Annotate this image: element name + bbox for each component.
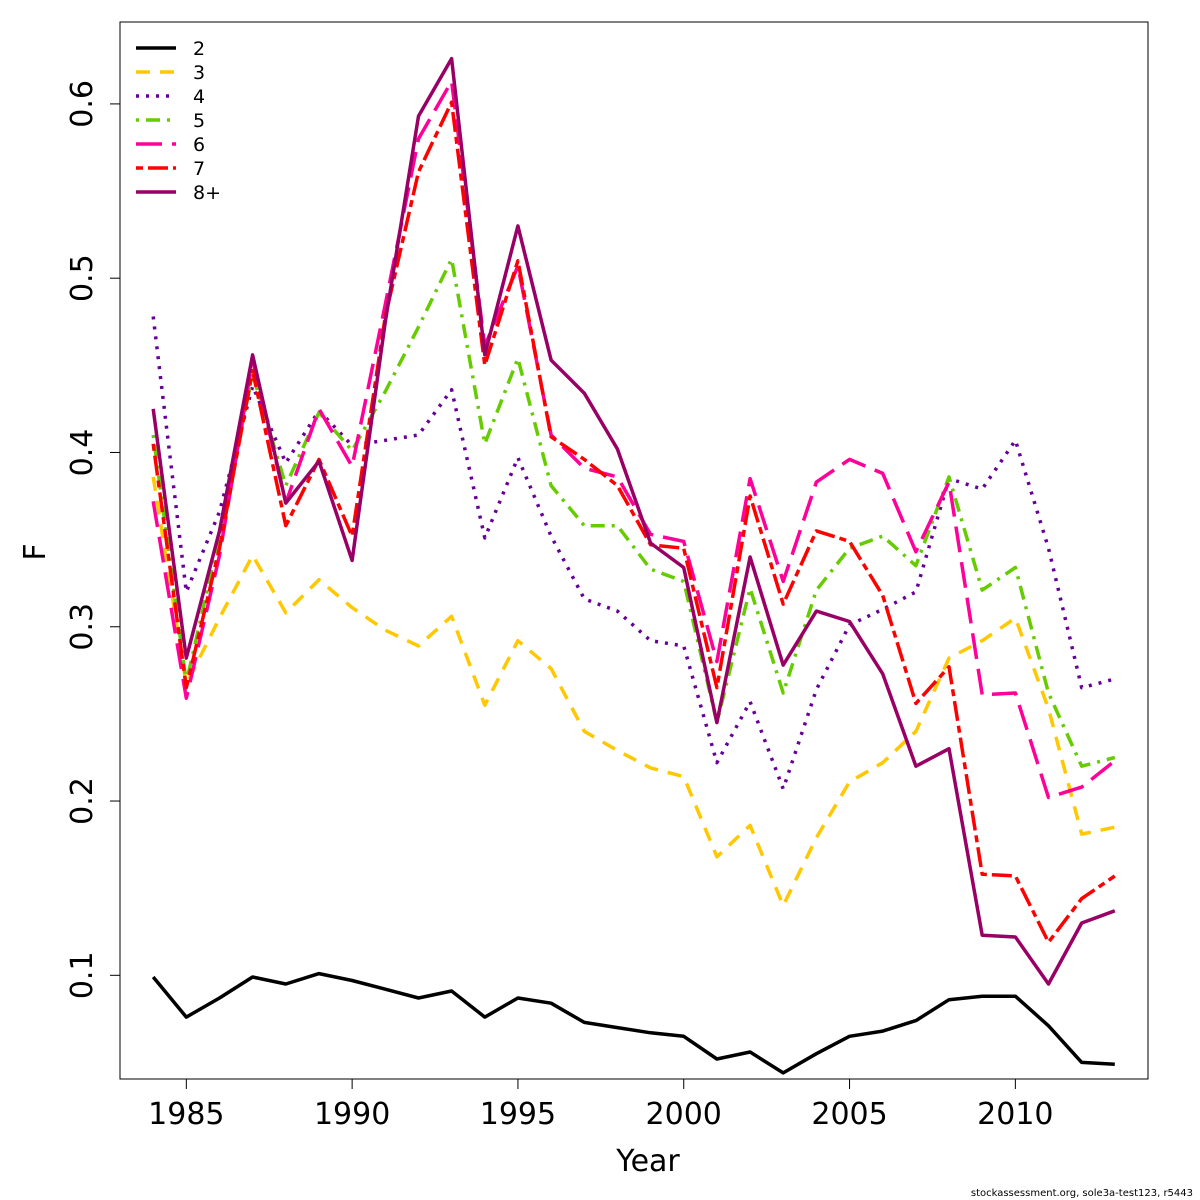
y-tick-label: 0.1 — [65, 951, 100, 999]
x-tick-label: 1985 — [148, 1097, 224, 1132]
x-tick-label: 1995 — [480, 1097, 556, 1132]
y-tick-label: 0.3 — [65, 603, 100, 651]
plot-frame — [119, 21, 1149, 1080]
x-tick-label: 2005 — [811, 1097, 887, 1132]
x-tick-label: 1990 — [314, 1097, 390, 1132]
series-line — [151, 316, 1116, 791]
series-2 — [151, 971, 1115, 1075]
legend-label: 3 — [193, 62, 205, 84]
series-line — [151, 257, 1116, 768]
series-line — [151, 79, 1116, 800]
legend-label: 8+ — [193, 182, 221, 204]
y-tick-label: 0.6 — [65, 80, 100, 128]
legend-label: 5 — [193, 110, 205, 132]
y-tick-label: 0.2 — [65, 777, 100, 825]
legend-label: 2 — [193, 38, 205, 60]
x-axis: 1985 1990 1995 2000 2005 2010 — [148, 1079, 1054, 1132]
series-7 — [151, 100, 1116, 944]
y-axis: 0.1 0.2 0.3 0.4 0.5 0.6 — [65, 80, 120, 999]
series-line — [151, 971, 1115, 1075]
x-tick-label: 2010 — [977, 1097, 1053, 1132]
series-6 — [151, 79, 1116, 800]
legend-label: 7 — [193, 158, 205, 180]
y-tick-label: 0.4 — [65, 429, 100, 477]
series-line — [151, 100, 1116, 944]
legend-label: 4 — [193, 86, 205, 108]
series-line — [151, 56, 1116, 986]
footer-note: stockassessment.org, sole3a-test123, r54… — [971, 1188, 1193, 1199]
series-8plus — [151, 56, 1116, 986]
y-tick-label: 0.5 — [65, 254, 100, 302]
legend-label: 6 — [193, 134, 205, 156]
x-axis-label: Year — [615, 1144, 680, 1179]
y-axis-label: F — [18, 543, 53, 560]
series-layer — [151, 56, 1116, 1075]
series-line — [151, 476, 1116, 908]
series-4 — [151, 316, 1116, 791]
series-3 — [151, 476, 1116, 908]
x-tick-label: 2000 — [646, 1097, 722, 1132]
series-5 — [151, 257, 1116, 768]
